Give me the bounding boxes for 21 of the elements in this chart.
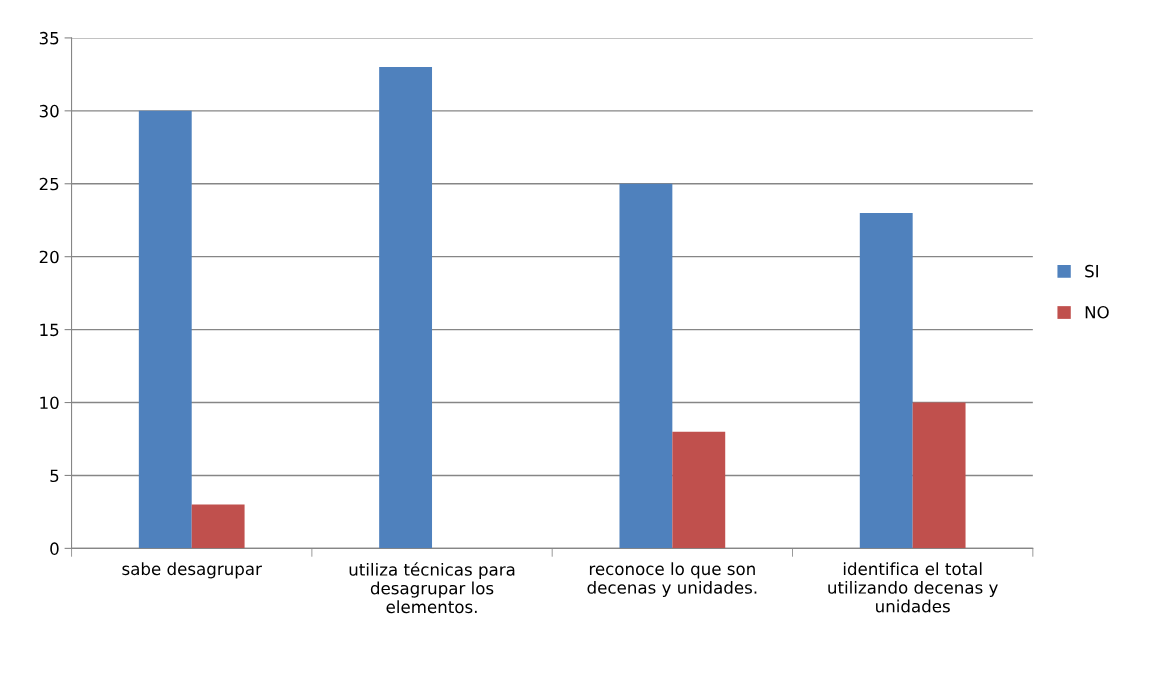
y-tick-label: 15 [40, 323, 59, 337]
y-tick-label: 30 [39, 104, 59, 118]
y-tick-label: 25 [39, 177, 59, 191]
bar [379, 67, 433, 549]
y-tick-label: 5 [50, 469, 59, 483]
bar [912, 402, 966, 549]
x-tick-label: sabe desagrupar [122, 562, 262, 579]
y-tick-label: 0 [50, 542, 59, 555]
bar [859, 212, 913, 549]
bar [672, 431, 726, 549]
bar [619, 183, 673, 549]
x-tick-label: utiliza técnicas para desagrupar los elementos. [349, 562, 515, 614]
bar [138, 110, 192, 549]
y-tick-label: 20 [39, 250, 59, 264]
legend-label: NO [1085, 305, 1109, 319]
y-tick-label: 35 [39, 31, 59, 45]
x-tick-label: reconoce lo que son decenas y unidades. [587, 562, 757, 598]
y-tick-label: 10 [40, 396, 59, 410]
legend-label: SI [1085, 264, 1098, 278]
bar [191, 504, 245, 549]
x-tick-label: identifica el total utilizando decenas y unidades [828, 562, 998, 613]
